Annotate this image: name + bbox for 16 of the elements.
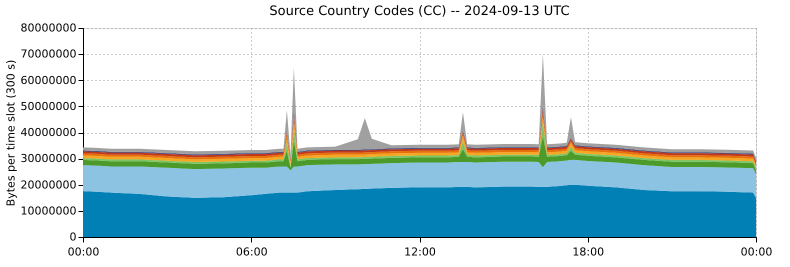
y-tick-label: 40000000 — [20, 126, 76, 139]
x-tick-label: 00:00 — [68, 246, 100, 258]
y-axis-title: Bytes per time slot (300 s) — [4, 60, 18, 206]
y-tick-label: 30000000 — [20, 152, 76, 166]
x-tick-label: 12:00 — [404, 246, 436, 258]
x-tick-label: 18:00 — [572, 246, 604, 258]
y-tick-label: 70000000 — [20, 48, 76, 61]
y-tick-label: 60000000 — [20, 74, 76, 87]
x-tick-label: 06:00 — [236, 246, 268, 258]
y-tick-label: 50000000 — [20, 100, 76, 113]
y-tick-label: 0 — [70, 230, 76, 244]
y-tick-label: 80000000 — [20, 22, 76, 34]
chart-title: Source Country Codes (CC) -- 2024-09-13 UTC — [269, 4, 570, 19]
y-tick-label: 20000000 — [20, 178, 76, 192]
y-tick-label: 10000000 — [20, 204, 76, 218]
x-tick-label: 00:00 — [740, 246, 772, 258]
